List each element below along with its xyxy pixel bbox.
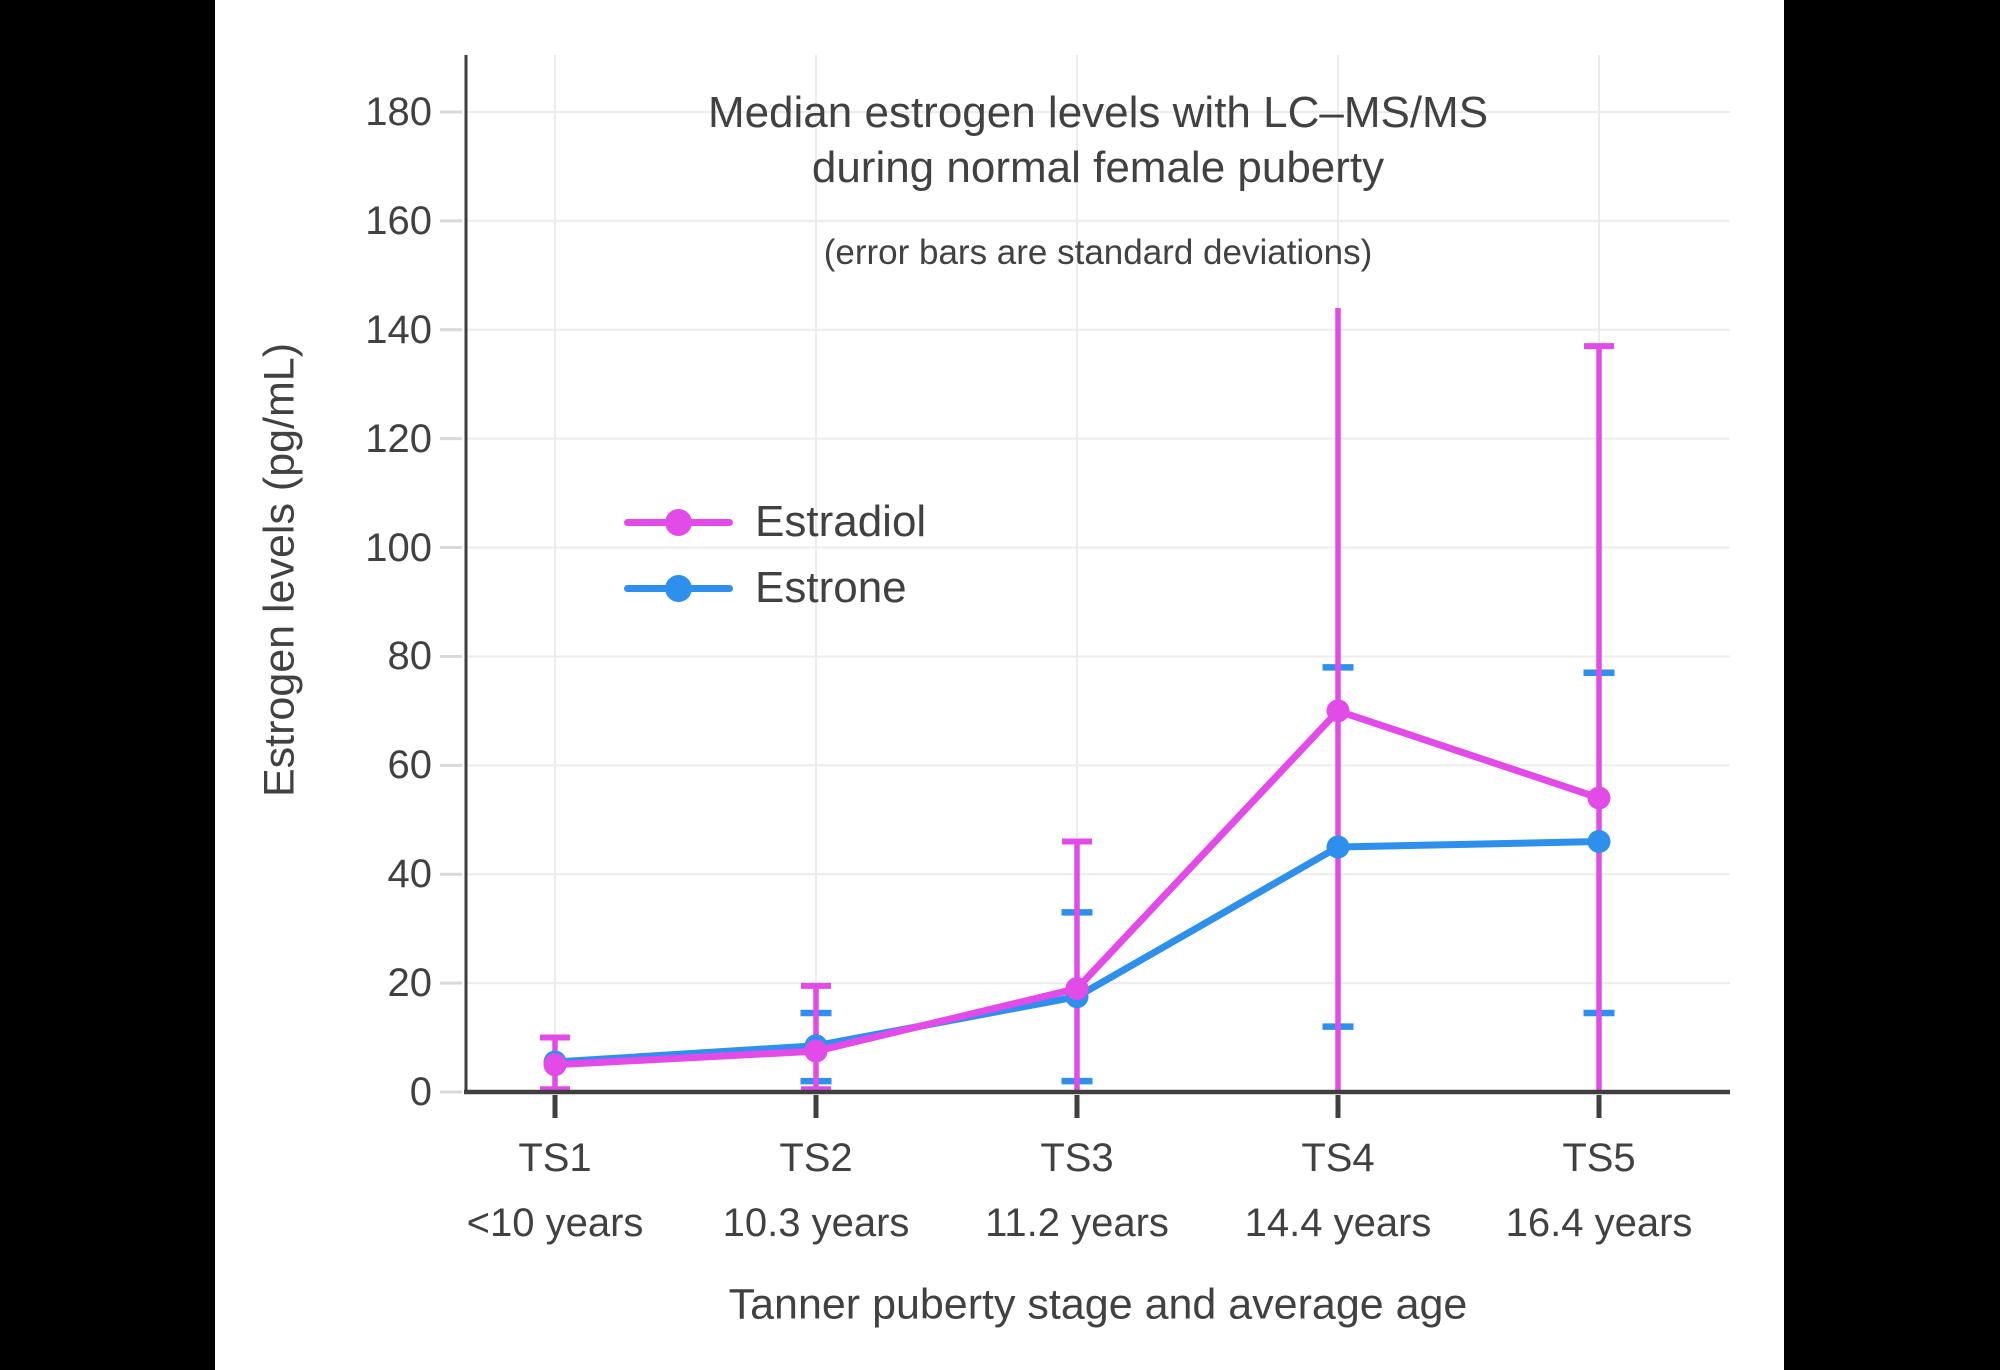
- y-tick-label: 100: [365, 525, 432, 570]
- x-axis-title: Tanner puberty stage and average age: [728, 1280, 1468, 1329]
- y-tick-label: 20: [387, 961, 433, 1006]
- y-tick-label: 140: [365, 307, 432, 352]
- estrone-line-swatch-icon: [624, 574, 733, 602]
- chart-panel: Median estrogen levels with LC–MS/MS dur…: [215, 0, 1784, 1370]
- chart-title-line1: Median estrogen levels with LC–MS/MS: [707, 88, 1489, 137]
- x-category-label: TS4: [1301, 1136, 1375, 1180]
- x-age-label: <10 years: [466, 1201, 644, 1245]
- x-age-label: 14.4 years: [1244, 1201, 1432, 1245]
- chart-canvas: [440, 55, 1730, 1118]
- y-tick-label: 180: [365, 90, 432, 134]
- x-age-label: 10.3 years: [722, 1201, 910, 1245]
- y-tick-label: 40: [387, 852, 433, 897]
- legend-item-estradiol: Estradiol: [624, 497, 926, 547]
- x-category-label: TS3: [1040, 1136, 1114, 1180]
- legend-label: Estradiol: [755, 497, 927, 546]
- y-tick-label: 60: [387, 743, 433, 788]
- estradiol-line-swatch-icon: [624, 508, 733, 536]
- x-category-label: TS5: [1562, 1136, 1636, 1180]
- x-category-label: TS1: [518, 1136, 592, 1180]
- legend-item-estrone: Estrone: [624, 563, 907, 613]
- x-category-label: TS2: [779, 1136, 853, 1180]
- y-tick-label: 120: [365, 416, 432, 461]
- chart-subtitle: (error bars are standard deviations): [823, 233, 1373, 272]
- legend-label: Estrone: [755, 563, 907, 612]
- y-tick-label: 160: [365, 198, 432, 243]
- chart-title-line2: during normal female puberty: [811, 143, 1385, 192]
- y-tick-label: 0: [409, 1070, 432, 1114]
- y-tick-label: 80: [387, 634, 433, 679]
- x-age-label: 11.2 years: [985, 1201, 1169, 1245]
- x-age-label: 16.4 years: [1505, 1201, 1693, 1245]
